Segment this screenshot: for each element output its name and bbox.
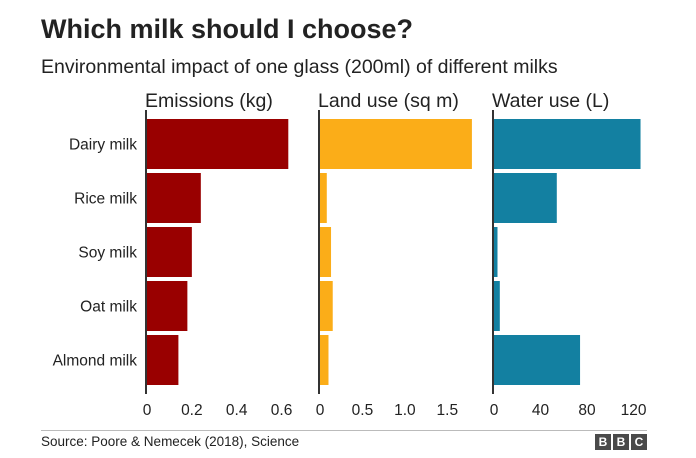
emissions-bar-oat-milk	[147, 281, 188, 331]
water-use-tick-label: 0	[490, 402, 499, 419]
water-use-tick-label: 80	[578, 402, 596, 419]
water-use-bar-oat-milk	[494, 281, 500, 331]
land-use-bar-rice-milk	[320, 173, 327, 223]
panel-title-emissions: Emissions (kg)	[145, 90, 273, 112]
chart-subtitle: Environmental impact of one glass (200ml…	[41, 56, 558, 78]
bbc-logo: B B C	[595, 434, 647, 450]
logo-letter-b1: B	[595, 434, 611, 450]
chart-area: Dairy milk Rice milk Soy milk Oat milk Almon…	[53, 90, 647, 419]
footer-divider	[41, 430, 647, 431]
land-use-tick-label: 1.0	[394, 402, 416, 419]
logo-letter-c: C	[631, 434, 647, 450]
emissions-tick-label: 0.4	[226, 402, 248, 419]
land-use-tick-label: 0.5	[352, 402, 374, 419]
land-use-bar-almond-milk	[320, 335, 329, 385]
source-note: Source: Poore & Nemecek (2018), Science	[41, 434, 300, 449]
land-use-tick-label: 1.5	[437, 402, 459, 419]
logo-letter-b2: B	[613, 434, 629, 450]
emissions-bar-dairy-milk	[147, 119, 289, 169]
land-use-tick-label: 0	[316, 402, 325, 419]
emissions-bar-rice-milk	[147, 173, 201, 223]
emissions-tick-label: 0.2	[181, 402, 203, 419]
water-use-bar-rice-milk	[494, 173, 557, 223]
category-label-almond-milk: Almond milk	[53, 353, 138, 370]
panel-title-land-use: Land use (sq m)	[318, 90, 459, 112]
emissions-bar-almond-milk	[147, 335, 179, 385]
panel-title-water-use: Water use (L)	[492, 90, 609, 112]
land-use-bar-soy-milk	[320, 227, 332, 277]
water-use-bar-soy-milk	[494, 227, 498, 277]
category-label-dairy-milk: Dairy milk	[69, 137, 137, 154]
emissions-bar-soy-milk	[147, 227, 192, 277]
category-label-soy-milk: Soy milk	[78, 245, 137, 262]
land-use-bar-dairy-milk	[320, 119, 472, 169]
water-use-tick-label: 40	[532, 402, 550, 419]
land-use-bar-oat-milk	[320, 281, 333, 331]
water-use-bar-almond-milk	[494, 335, 581, 385]
water-use-tick-label: 120	[621, 402, 647, 419]
category-label-rice-milk: Rice milk	[74, 191, 137, 208]
chart-title: Which milk should I choose?	[41, 14, 414, 44]
emissions-tick-label: 0	[143, 402, 152, 419]
category-label-oat-milk: Oat milk	[80, 299, 137, 316]
water-use-bar-dairy-milk	[494, 119, 641, 169]
emissions-tick-label: 0.6	[271, 402, 293, 419]
